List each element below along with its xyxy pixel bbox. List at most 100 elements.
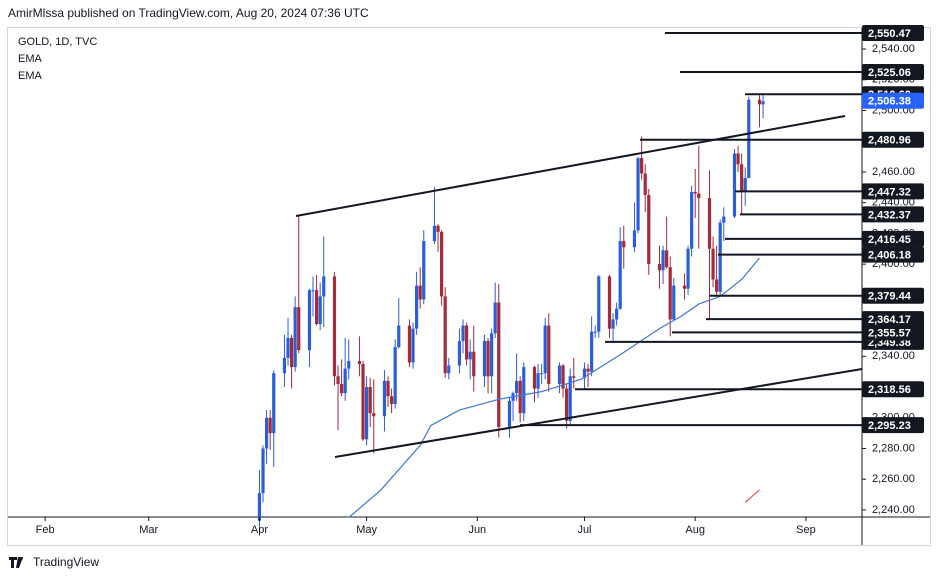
candle-body <box>611 319 615 329</box>
level-label-box <box>862 381 924 398</box>
candle-body <box>339 383 344 394</box>
candle-body <box>515 380 519 394</box>
candle-body <box>347 360 351 369</box>
level-label-box <box>862 287 924 304</box>
candle-body <box>311 290 315 292</box>
level-label-box <box>862 324 924 341</box>
candle-body <box>343 368 347 394</box>
candle-body <box>457 340 462 366</box>
x-tick-label: Sep <box>796 524 816 536</box>
ema-line <box>348 257 760 519</box>
candle-body <box>393 347 397 404</box>
candle-body <box>268 417 272 434</box>
candle-body <box>736 153 740 165</box>
candle-body <box>647 194 651 265</box>
level-label: 2,295.23 <box>868 420 911 432</box>
candle-body <box>482 340 487 377</box>
candle-body <box>357 360 362 364</box>
candle-body <box>711 248 715 280</box>
candle-body <box>386 380 390 397</box>
candle-body <box>607 276 612 329</box>
panel-frame <box>7 27 931 546</box>
candle-body <box>532 367 537 389</box>
candle-body <box>636 158 640 231</box>
candle-body <box>411 328 415 363</box>
level-label: 2,550.47 <box>868 28 911 40</box>
level-label-box <box>862 311 924 328</box>
plot <box>257 95 765 527</box>
x-tick-label: Mar <box>139 524 158 536</box>
candle-body <box>257 493 262 521</box>
level-label: 2,416.45 <box>868 234 911 246</box>
level-label: 2,480.96 <box>868 135 911 147</box>
candle-body <box>536 373 540 389</box>
candle-body <box>565 388 569 421</box>
ema-line <box>744 489 760 503</box>
candle-body <box>643 173 647 195</box>
candle-body <box>622 241 626 248</box>
footer-text: TradingView <box>33 555 99 569</box>
candle-body <box>590 331 594 372</box>
candle-body <box>686 248 690 289</box>
candle-body <box>568 376 572 421</box>
level-label: 2,355.57 <box>868 327 911 339</box>
candle-body <box>682 285 687 289</box>
price-label-box <box>862 92 924 109</box>
candle-body <box>365 387 369 440</box>
candle-body <box>282 357 287 374</box>
candle-body <box>486 340 490 377</box>
candle-body <box>289 337 294 368</box>
candle-body <box>422 241 426 300</box>
level-label-box <box>862 246 924 263</box>
candle-body <box>318 296 322 325</box>
candle-body <box>307 290 312 351</box>
candle-body <box>661 250 665 271</box>
legend-entry: EMA <box>18 70 43 82</box>
level-label-box <box>862 183 924 200</box>
candle-body <box>332 276 337 377</box>
candle-body <box>761 101 765 105</box>
x-tick-label: Aug <box>685 524 705 536</box>
y-tick-label: 2,340.00 <box>872 350 915 362</box>
candle-body <box>640 158 644 174</box>
x-tick-label: Jun <box>468 524 486 536</box>
level-label: 2,318.56 <box>868 384 911 396</box>
candle-body <box>415 285 419 329</box>
candle-body <box>707 198 712 249</box>
candle-body <box>615 308 619 320</box>
level-label-box <box>862 417 924 434</box>
candle-body <box>743 178 747 192</box>
candle-body <box>322 276 326 297</box>
level-label: 2,525.06 <box>868 67 911 79</box>
candle-body <box>757 99 762 105</box>
trendline-upper <box>295 115 846 217</box>
level-label-box <box>862 63 924 80</box>
candle-body <box>497 302 501 427</box>
candle-body <box>722 216 726 223</box>
candle-body <box>368 387 372 414</box>
symbol-title: GOLD, 1D, TVC <box>18 36 97 48</box>
y-tick-label: 2,460.00 <box>872 166 915 178</box>
candle-body <box>264 417 269 449</box>
level-label: 2,379.44 <box>868 291 912 303</box>
y-tick-label: 2,280.00 <box>872 442 915 454</box>
candle-body <box>597 276 601 332</box>
trendline-lower <box>334 368 863 458</box>
candle-body <box>561 365 565 389</box>
candle-body <box>593 331 597 333</box>
legend-entry: EMA <box>18 53 43 65</box>
candle-body <box>697 193 701 199</box>
level-label: 2,447.32 <box>868 186 911 198</box>
candle-body <box>668 267 672 320</box>
footer-logo: TradingView <box>9 555 99 569</box>
candle-body <box>432 225 437 242</box>
candle-body <box>407 325 412 363</box>
x-tick-label: Apr <box>251 524 268 536</box>
candle-body <box>465 325 469 360</box>
candle-body <box>665 250 669 268</box>
price-label: 2,506.38 <box>868 96 911 108</box>
candle-body <box>418 285 422 300</box>
candle-body <box>361 363 365 440</box>
candle-body <box>461 325 465 341</box>
